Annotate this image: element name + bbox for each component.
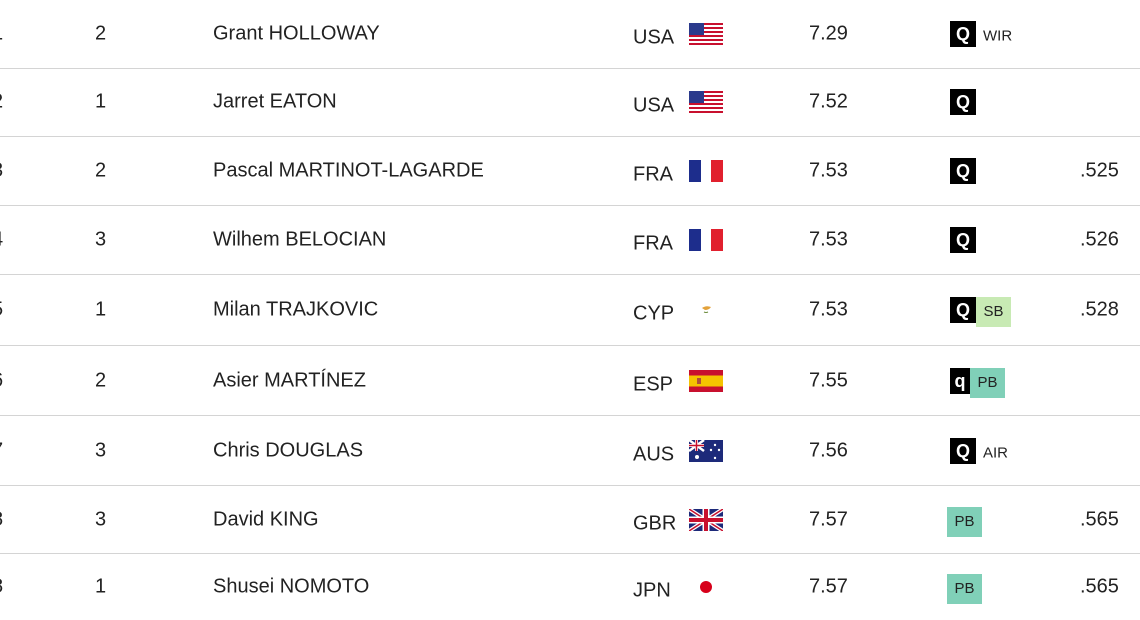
qualifier-badge: q bbox=[950, 367, 970, 394]
record-badge: PB bbox=[970, 367, 1005, 398]
flag bbox=[689, 91, 723, 113]
athlete-name[interactable]: Pascal MARTINOT-LAGARDE bbox=[213, 159, 484, 182]
place: 6 bbox=[0, 369, 3, 392]
athlete-name[interactable]: Chris DOUGLAS bbox=[213, 439, 364, 461]
heat: 2 bbox=[95, 159, 107, 182]
reaction-time: .565 bbox=[1080, 508, 1119, 530]
country: AUS bbox=[633, 443, 675, 465]
country: USA bbox=[633, 26, 675, 49]
flag bbox=[689, 299, 723, 321]
flag bbox=[689, 575, 723, 598]
place: 7 bbox=[0, 439, 3, 462]
record-badge: SB bbox=[976, 297, 1011, 327]
time: 7.53 bbox=[809, 159, 848, 182]
time: 7.53 bbox=[809, 228, 848, 251]
heat: 1 bbox=[95, 298, 107, 321]
flag bbox=[689, 229, 723, 251]
time: 7.52 bbox=[809, 90, 848, 113]
athlete-name[interactable]: Grant HOLLOWAY bbox=[213, 22, 380, 45]
heat: 1 bbox=[95, 575, 107, 597]
place: 8 bbox=[0, 508, 3, 531]
athlete-name[interactable]: Shusei NOMOTO bbox=[213, 575, 370, 597]
reaction-time: .526 bbox=[1080, 228, 1119, 251]
heat: 3 bbox=[95, 439, 107, 461]
result-row: 7 3 Chris DOUGLAS AUS 7.56 Q AIR bbox=[0, 416, 1140, 486]
athlete-name[interactable]: Asier MARTÍNEZ bbox=[213, 369, 366, 391]
country: ESP bbox=[633, 373, 674, 395]
result-row: 3 2 Pascal MARTINOT-LAGARDE FRA 7.53 Q .… bbox=[0, 137, 1140, 206]
heat: 3 bbox=[95, 508, 107, 530]
heat: 3 bbox=[95, 228, 107, 251]
qualifier-badge: Q bbox=[950, 297, 976, 323]
result-row: 5 1 Milan TRAJKOVIC CYP 7.53 Q SB .528 bbox=[0, 275, 1140, 346]
flag bbox=[689, 508, 723, 531]
result-row: 8 3 David KING GBR 7.57 PB .565 bbox=[0, 486, 1140, 554]
country: JPN bbox=[633, 579, 671, 601]
reaction-time: .525 bbox=[1080, 159, 1119, 182]
result-row: 6 2 Asier MARTÍNEZ ESP 7.55 q PB bbox=[0, 346, 1140, 416]
reaction-time: .565 bbox=[1080, 575, 1119, 597]
place: 5 bbox=[0, 299, 3, 322]
qualifier-badge: Q bbox=[950, 89, 976, 115]
place: 1 bbox=[0, 23, 3, 46]
country: FRA bbox=[633, 163, 673, 186]
result-row: 8 1 Shusei NOMOTO JPN 7.57 PB .565 bbox=[0, 553, 1140, 620]
record-badge: PB bbox=[947, 573, 982, 604]
qualifier-badge: Q bbox=[950, 227, 976, 253]
country: FRA bbox=[633, 232, 673, 255]
record-label: AIR bbox=[983, 444, 1009, 461]
time: 7.29 bbox=[809, 22, 848, 45]
reaction-time: .528 bbox=[1080, 298, 1119, 321]
place: 4 bbox=[0, 229, 3, 252]
flag bbox=[689, 23, 723, 45]
record-label: WIR bbox=[983, 27, 1013, 45]
time: 7.57 bbox=[809, 508, 848, 530]
heat: 2 bbox=[95, 369, 107, 391]
flag bbox=[689, 369, 723, 392]
place: 2 bbox=[0, 91, 3, 114]
result-row: 4 3 Wilhem BELOCIAN FRA 7.53 Q .526 bbox=[0, 206, 1140, 275]
flag bbox=[689, 439, 723, 462]
time: 7.53 bbox=[809, 298, 848, 321]
time: 7.57 bbox=[809, 575, 848, 597]
time: 7.56 bbox=[809, 439, 848, 461]
place: 3 bbox=[0, 160, 3, 183]
qualifier-badge: Q bbox=[950, 158, 976, 184]
qualifier-badge: Q bbox=[950, 437, 976, 464]
country: CYP bbox=[633, 302, 675, 325]
place: 8 bbox=[0, 575, 3, 598]
athlete-name[interactable]: Jarret EATON bbox=[213, 90, 337, 113]
heat: 1 bbox=[95, 90, 107, 113]
country: USA bbox=[633, 94, 675, 117]
country: GBR bbox=[633, 512, 677, 534]
qualifier-badge: Q bbox=[950, 21, 976, 47]
record-badge: PB bbox=[947, 506, 982, 537]
flag bbox=[689, 160, 723, 182]
athlete-name[interactable]: Milan TRAJKOVIC bbox=[213, 298, 379, 321]
result-row: 1 2 Grant HOLLOWAY USA 7.29 Q WIR bbox=[0, 0, 1140, 69]
heat: 2 bbox=[95, 22, 107, 45]
time: 7.55 bbox=[809, 369, 848, 391]
athlete-name[interactable]: Wilhem BELOCIAN bbox=[213, 228, 387, 251]
athlete-name[interactable]: David KING bbox=[213, 508, 319, 530]
result-row: 2 1 Jarret EATON USA 7.52 Q bbox=[0, 68, 1140, 137]
